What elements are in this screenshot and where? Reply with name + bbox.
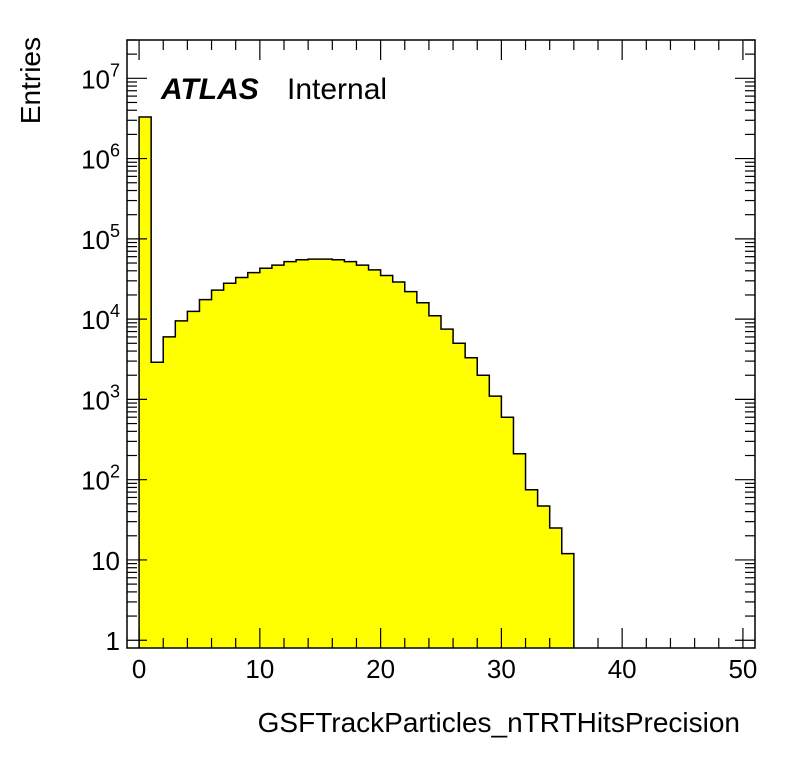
y-axis-title: Entries — [15, 37, 46, 124]
y-tick-label: 104 — [81, 301, 120, 335]
y-tick-label: 107 — [81, 60, 120, 94]
histogram-bar — [561, 553, 575, 648]
histogram-bar — [441, 329, 454, 648]
histogram-bar — [356, 265, 370, 648]
histogram-bar — [235, 277, 249, 648]
histogram-bar — [187, 311, 200, 648]
y-tick-label: 105 — [81, 221, 120, 255]
histogram-bar — [513, 453, 527, 648]
y-tick-label: 10 — [91, 546, 120, 576]
histogram-bar — [259, 268, 273, 648]
axis-ticks — [127, 39, 755, 648]
histogram-bar — [392, 282, 406, 648]
histogram-bar — [428, 315, 442, 648]
x-tick-labels: 0 10 20 30 40 50 — [132, 654, 758, 684]
histogram-bar — [477, 375, 490, 648]
histogram-bar — [501, 417, 514, 648]
histogram-bar — [380, 275, 394, 648]
histogram-bar — [284, 261, 297, 648]
plot-frame — [126, 39, 756, 649]
histogram-bar — [525, 489, 539, 648]
histogram-bar — [139, 116, 152, 648]
histogram-bar — [332, 259, 345, 648]
y-tick-label: 103 — [81, 381, 120, 415]
histogram-bar — [163, 336, 176, 648]
histogram-bar — [489, 396, 502, 648]
histogram-bar — [453, 343, 466, 648]
x-tick-label: 10 — [245, 654, 274, 684]
x-tick-label: 30 — [487, 654, 516, 684]
x-axis-title: GSFTrackParticles_nTRTHitsPrecision — [258, 707, 740, 738]
histogram-bar — [199, 299, 213, 648]
y-tick-label: 106 — [81, 141, 120, 175]
histogram-bar — [416, 302, 430, 648]
x-tick-label: 50 — [728, 654, 757, 684]
histogram-bar — [549, 528, 563, 648]
internal-label: Internal — [287, 73, 387, 106]
histogram-bar — [247, 272, 261, 648]
histogram-bar — [320, 259, 333, 648]
x-tick-label: 20 — [366, 654, 395, 684]
y-tick-label: 102 — [81, 462, 120, 496]
histogram-bar — [296, 259, 309, 648]
histogram-bar — [151, 362, 164, 648]
histogram-bar — [271, 265, 285, 648]
y-tick-label: 1 — [106, 626, 120, 656]
histogram-bar — [465, 357, 478, 648]
x-tick-label: 0 — [132, 654, 146, 684]
x-tick-label: 40 — [608, 654, 637, 684]
histogram-bar — [175, 320, 188, 648]
histogram-bar — [308, 259, 321, 648]
histogram-bars — [139, 116, 575, 648]
histogram-outline — [138, 116, 575, 648]
histogram-bar — [537, 505, 551, 648]
y-tick-labels: 1 10 102 103 104 105 106 107 — [81, 60, 120, 656]
histogram-bar — [344, 261, 357, 648]
histogram-bar — [223, 283, 237, 648]
histogram-bar — [211, 290, 225, 648]
histogram-bar — [368, 269, 382, 648]
histogram-bar — [404, 291, 418, 648]
atlas-label: ATLAS — [160, 73, 259, 106]
